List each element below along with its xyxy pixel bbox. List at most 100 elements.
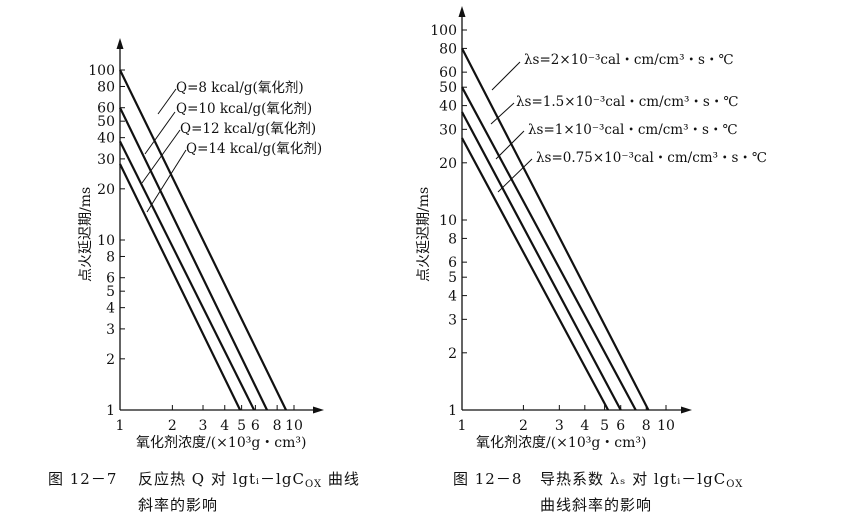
y-axis-arrow bbox=[116, 38, 124, 49]
caption-2-number: 图 12－8 bbox=[453, 470, 522, 488]
series-line-0 bbox=[119, 69, 287, 411]
y-tick-label: 30 bbox=[439, 122, 457, 138]
y-tick-label: 20 bbox=[97, 182, 115, 198]
y-tick-label: 6 bbox=[448, 255, 457, 271]
y-tick-label: 20 bbox=[439, 156, 457, 172]
series-lines bbox=[461, 47, 650, 411]
legend-label-s0: λs=2×10⁻³cal・cm/cm³・s・℃ bbox=[524, 52, 734, 68]
series-line-1 bbox=[461, 86, 637, 411]
x-tick-label: 3 bbox=[555, 418, 564, 434]
x-tick-label: 5 bbox=[600, 418, 609, 434]
x-tick-label: 3 bbox=[199, 418, 208, 434]
y-tick-label: 60 bbox=[439, 65, 457, 81]
x-tick-label: 2 bbox=[519, 418, 528, 434]
caption-1-subscript: OX bbox=[305, 479, 322, 490]
x-axis-arrow bbox=[313, 406, 324, 414]
legend-label-s1: λs=1.5×10⁻³cal・cm/cm³・s・℃ bbox=[516, 94, 738, 110]
y-tick-label: 8 bbox=[106, 249, 115, 265]
caption-2-line1: 导热系数 λₛ 对 lgtᵢ－lgCOX bbox=[540, 470, 743, 490]
caption-1-text: 反应热 Q 对 lgtᵢ－lgC bbox=[138, 470, 305, 488]
y-tick-label: 60 bbox=[97, 101, 115, 117]
caption-1-suffix: 曲线 bbox=[322, 470, 360, 488]
leader-line-s0 bbox=[157, 88, 177, 115]
series-line-3 bbox=[461, 137, 610, 411]
y-tick-label: 10 bbox=[439, 213, 457, 229]
y-tick-label: 3 bbox=[448, 312, 457, 328]
series-lines bbox=[119, 69, 287, 411]
y-tick-label: 50 bbox=[97, 114, 115, 130]
y-axis-arrow bbox=[458, 6, 466, 17]
leader-line-s1 bbox=[490, 102, 515, 125]
x-tick-label: 4 bbox=[220, 418, 229, 434]
legend-label-s2: Q=12 kcal/g(氧化剂) bbox=[180, 121, 316, 137]
caption-1-number: 图 12－7 bbox=[48, 470, 117, 488]
leader-line-s3 bbox=[497, 158, 533, 193]
x-tick-label: 8 bbox=[273, 418, 282, 434]
leader-line-s1 bbox=[144, 111, 176, 155]
y-tick-label: 40 bbox=[439, 99, 457, 115]
leader-line-s2 bbox=[495, 130, 525, 160]
x-tick-label: 6 bbox=[251, 418, 260, 434]
caption-1: 图 12－7 反应热 Q 对 lgtᵢ－lgCOX 曲线 斜率的影响 bbox=[48, 470, 360, 514]
series-legend: λs=2×10⁻³cal・cm/cm³・s・℃ λs=1.5×10⁻³cal・c… bbox=[490, 52, 767, 193]
x-tick-label: 5 bbox=[237, 418, 246, 434]
leader-line-s3 bbox=[146, 149, 187, 213]
x-tick-label: 1 bbox=[458, 418, 467, 434]
legend-label-s2: λs=1×10⁻³cal・cm/cm³・s・℃ bbox=[528, 122, 738, 138]
caption-2-line2: 曲线斜率的影响 bbox=[540, 496, 652, 514]
caption-2-subscript: OX bbox=[726, 479, 743, 490]
y-tick-label: 30 bbox=[97, 152, 115, 168]
legend-label-s1: Q=10 kcal/g(氧化剂) bbox=[176, 101, 312, 117]
leader-line-s2 bbox=[141, 129, 181, 184]
legend-label-s3: Q=14 kcal/g(氧化剂) bbox=[186, 141, 322, 157]
x-axis-arrow bbox=[681, 406, 692, 414]
caption-2-text: 导热系数 λₛ 对 lgtᵢ－lgC bbox=[540, 470, 726, 488]
series-legend: Q=8 kcal/g(氧化剂) Q=10 kcal/g(氧化剂) Q=12 kc… bbox=[141, 80, 322, 213]
x-tick-label: 4 bbox=[580, 418, 589, 434]
legend-label-s0: Q=8 kcal/g(氧化剂) bbox=[176, 80, 304, 96]
y-tick-label: 4 bbox=[106, 301, 115, 317]
series-line-1 bbox=[119, 107, 268, 411]
series-line-2 bbox=[119, 140, 256, 411]
y-tick-label: 5 bbox=[448, 270, 457, 286]
y-tick-label: 2 bbox=[106, 352, 115, 368]
series-line-3 bbox=[119, 163, 242, 411]
y-tick-label: 1 bbox=[106, 403, 115, 419]
x-tick-label: 1 bbox=[116, 418, 125, 434]
y-tick-label: 80 bbox=[97, 79, 115, 95]
caption-1-line1: 反应热 Q 对 lgtᵢ－lgCOX 曲线 bbox=[138, 470, 360, 490]
x-tick-label: 2 bbox=[168, 418, 177, 434]
x-tick-label: 10 bbox=[285, 418, 303, 434]
y-tick-label: 1 bbox=[448, 403, 457, 419]
x-tick-label: 6 bbox=[616, 418, 625, 434]
series-line-0 bbox=[461, 47, 650, 411]
x-tick-label: 10 bbox=[657, 418, 675, 434]
y-tick-label: 3 bbox=[106, 322, 115, 338]
leader-line-s0 bbox=[491, 61, 521, 91]
y-tick-label: 4 bbox=[448, 289, 457, 305]
x-tick-label: 8 bbox=[642, 418, 651, 434]
caption-2: 图 12－8 导热系数 λₛ 对 lgtᵢ－lgCOX 曲线斜率的影响 bbox=[453, 470, 743, 514]
x-axis-label: 氧化剂浓度/(×10³g・cm³) bbox=[476, 435, 647, 451]
y-tick-label: 5 bbox=[106, 284, 115, 300]
x-axis-label: 氧化剂浓度/(×10³g・cm³) bbox=[136, 435, 307, 451]
y-tick-label: 8 bbox=[448, 231, 457, 247]
y-tick-label: 2 bbox=[448, 346, 457, 362]
caption-1-line2: 斜率的影响 bbox=[138, 496, 218, 514]
y-tick-label: 6 bbox=[106, 271, 115, 287]
x-ticks: 1 2 3 4 5 6 8 10 bbox=[458, 405, 675, 434]
y-axis-label: 点火延迟期/ms bbox=[78, 187, 94, 282]
x-ticks: 1 2 3 4 5 6 8 10 bbox=[116, 405, 303, 434]
y-axis-label: 点火延迟期/ms bbox=[416, 187, 432, 282]
y-tick-label: 80 bbox=[439, 41, 457, 57]
y-tick-label: 40 bbox=[97, 131, 115, 147]
legend-label-s3: λs=0.75×10⁻³cal・cm/cm³・s・℃ bbox=[536, 150, 767, 166]
series-line-2 bbox=[461, 111, 622, 411]
y-tick-label: 10 bbox=[97, 233, 115, 249]
y-tick-label: 100 bbox=[88, 63, 115, 79]
y-tick-label: 50 bbox=[439, 80, 457, 96]
